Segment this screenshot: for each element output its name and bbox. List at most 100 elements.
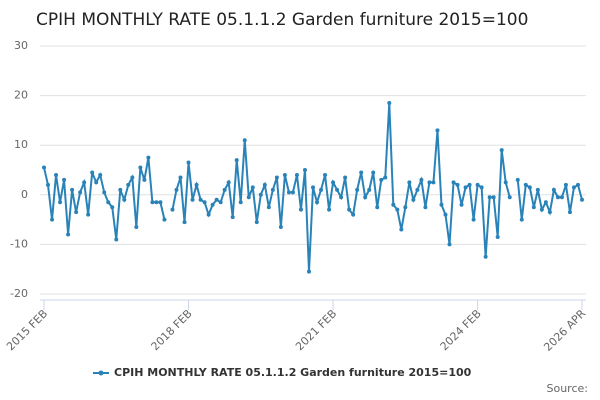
point [335,187,340,192]
point [222,187,227,192]
point [258,192,263,197]
point [206,212,211,217]
point [262,182,267,187]
point [210,202,215,207]
point [435,128,440,133]
point [190,197,195,202]
point [343,175,348,180]
point [282,172,287,177]
point [90,170,95,175]
point [479,185,484,190]
point [315,200,320,205]
y-tick-label: -20 [10,287,28,300]
point [70,187,75,192]
chart-title: CPIH MONTHLY RATE 05.1.1.2 Garden furnit… [36,10,528,30]
point [146,155,151,160]
point [359,170,364,175]
point [415,187,420,192]
legend-marker [98,370,104,376]
point [411,197,416,202]
y-tick-label: 0 [21,188,28,201]
x-tick-label: 2024 FEB [438,307,484,353]
point [323,172,328,177]
point [383,175,388,180]
point [391,202,396,207]
point [62,177,67,182]
point [174,187,179,192]
point [178,175,183,180]
point [495,234,500,239]
point [491,195,496,200]
point [122,197,127,202]
point [423,205,428,210]
point [459,202,464,207]
point [363,195,368,200]
point [575,182,580,187]
point [371,170,376,175]
point [563,182,568,187]
point [82,180,87,185]
point [580,197,584,202]
point [162,217,167,222]
point [455,182,460,187]
point [74,210,79,215]
point [274,175,279,180]
point [531,205,536,210]
point [78,190,83,195]
point [483,254,488,259]
point [507,195,512,200]
point [266,205,271,210]
source: Source: [547,382,589,395]
point [226,180,231,185]
point [186,160,191,165]
point [515,177,520,182]
point [471,217,476,222]
point [110,205,115,210]
point [86,212,91,217]
point [519,217,524,222]
point [311,185,315,190]
point [551,187,556,192]
x-tick-label: 2018 FEB [149,307,195,353]
point [54,172,59,177]
point [106,200,111,205]
point [202,200,207,205]
point [294,172,299,177]
point [278,225,283,230]
point [182,220,187,225]
point [395,207,400,212]
point [154,200,159,205]
y-tick-label: 10 [14,138,28,151]
point [367,187,372,192]
point [118,187,123,192]
point [170,207,175,212]
point [527,185,532,190]
point [246,195,251,200]
point [150,200,155,205]
point [214,197,219,202]
point [467,182,472,187]
point [298,207,303,212]
point [42,165,46,170]
point [98,172,103,177]
point [270,187,275,192]
point [419,177,424,182]
point [543,200,548,205]
point [339,195,344,200]
point [58,200,63,205]
point [535,187,540,192]
point [242,138,247,143]
point [347,207,352,212]
point [46,182,51,187]
point [194,182,199,187]
point [427,180,432,185]
point [254,220,259,225]
point [230,215,235,220]
point [238,200,243,205]
legend-label: CPIH MONTHLY RATE 05.1.1.2 Garden furnit… [114,366,472,379]
point [306,269,311,274]
x-tick-label: 2021 FEB [293,307,339,353]
point [407,180,412,185]
point [555,195,560,200]
